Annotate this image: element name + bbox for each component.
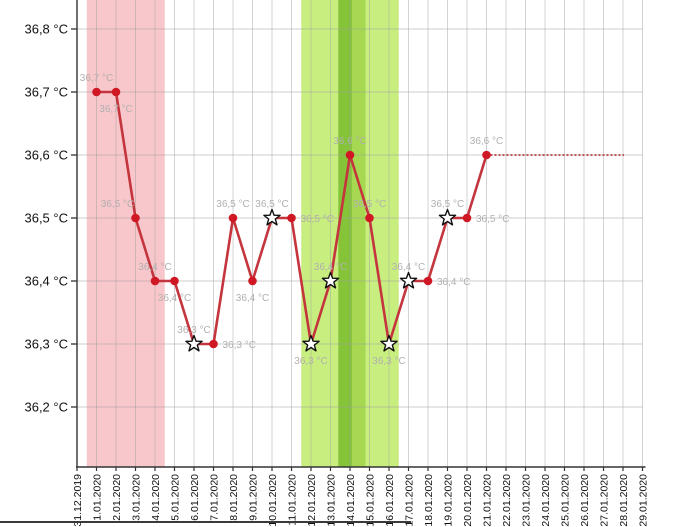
x-axis-label: 22.01.2020 bbox=[501, 474, 513, 527]
data-point-label: 36,5 °C bbox=[301, 214, 334, 225]
data-point-dot[interactable] bbox=[92, 87, 101, 97]
data-point-dot[interactable] bbox=[170, 276, 179, 286]
data-point-dot[interactable] bbox=[209, 339, 218, 349]
data-point-label: 36,5 °C bbox=[101, 199, 134, 210]
data-point-star[interactable] bbox=[380, 334, 398, 352]
x-axis-label: 28.01.2020 bbox=[618, 474, 630, 527]
x-axis-label: 25.01.2020 bbox=[560, 474, 572, 527]
data-point-dot[interactable] bbox=[462, 213, 472, 223]
data-point-label: 36,4 °C bbox=[158, 293, 191, 304]
data-point-dot[interactable] bbox=[482, 150, 491, 160]
data-point-star[interactable] bbox=[185, 334, 203, 352]
data-point-star[interactable] bbox=[321, 271, 340, 289]
x-axis-label: 29.01.2020 bbox=[638, 474, 650, 527]
x-axis-label: 6.01.2020 bbox=[189, 474, 201, 521]
data-point-dot[interactable] bbox=[131, 213, 140, 223]
data-point-label: 36,5 °C bbox=[476, 214, 509, 225]
y-axis-label: 36,4 °C bbox=[24, 274, 68, 289]
x-axis-label: 8.01.2020 bbox=[228, 474, 240, 521]
data-point-label: 36,4 °C bbox=[314, 262, 347, 273]
y-axis-label: 36,7 °C bbox=[24, 85, 68, 100]
data-point-label: 36,4 °C bbox=[392, 262, 425, 273]
data-point-label: 36,6 °C bbox=[470, 136, 503, 147]
x-axis-label: 1.01.2020 bbox=[92, 474, 104, 521]
data-point-label: 36,3 °C bbox=[372, 356, 405, 367]
data-point-dot[interactable] bbox=[423, 276, 433, 286]
y-axis-label: 36,8 °C bbox=[24, 22, 68, 37]
x-axis-label: 23.01.2020 bbox=[521, 474, 533, 527]
data-point-label: 36,6 °C bbox=[333, 136, 366, 147]
data-point-dot[interactable] bbox=[345, 150, 355, 160]
data-point-star[interactable] bbox=[399, 271, 418, 289]
data-point-dot[interactable] bbox=[111, 87, 121, 97]
y-axis-label: 36,6 °C bbox=[24, 148, 68, 163]
data-point-label: 36,4 °C bbox=[437, 277, 470, 288]
band-ovulation-mid bbox=[351, 0, 366, 467]
x-axis-label: 21.01.2020 bbox=[482, 474, 494, 527]
data-point-label: 36,5 °C bbox=[216, 199, 249, 210]
x-axis-label: 19.01.2020 bbox=[443, 474, 455, 527]
data-point-label: 36,4 °C bbox=[236, 293, 269, 304]
x-axis-label: 9.01.2020 bbox=[248, 474, 260, 521]
x-axis-label: 16.01.2020 bbox=[384, 474, 396, 527]
y-axis-label: 36,2 °C bbox=[24, 400, 68, 415]
x-axis-label: 2.01.2020 bbox=[111, 474, 123, 521]
x-axis-label: 10.01.2020 bbox=[267, 474, 279, 527]
data-point-dot[interactable] bbox=[248, 276, 257, 286]
band-menstruation bbox=[86, 0, 165, 467]
x-axis-label: 31.12.2019 bbox=[72, 474, 84, 527]
x-axis-label: 26.01.2020 bbox=[579, 474, 591, 527]
data-point-label: 36,7 °C bbox=[80, 73, 113, 84]
data-point-label: 36,3 °C bbox=[177, 325, 210, 336]
x-axis-label: 15.01.2020 bbox=[365, 474, 377, 527]
x-axis-label: 14.01.2020 bbox=[345, 474, 357, 527]
data-point-label: 36,4 °C bbox=[138, 262, 171, 273]
x-axis-label: 18.01.2020 bbox=[423, 474, 435, 527]
data-point-label: 36,5 °C bbox=[255, 199, 288, 210]
x-axis-label: 17.01.2020 bbox=[404, 474, 416, 527]
x-axis-label: 13.01.2020 bbox=[326, 474, 338, 527]
data-point-label: 36,3 °C bbox=[294, 356, 327, 367]
data-point-label: 36,7 °C bbox=[99, 104, 132, 115]
data-point-label: 36,5 °C bbox=[431, 199, 464, 210]
x-axis-label: 12.01.2020 bbox=[306, 474, 318, 527]
data-point-star[interactable] bbox=[438, 208, 457, 226]
x-axis-label: 27.01.2020 bbox=[599, 474, 611, 527]
data-point-dot[interactable] bbox=[287, 213, 296, 223]
x-axis-label: 5.01.2020 bbox=[170, 474, 182, 521]
x-axis-label: 11.01.2020 bbox=[287, 474, 299, 526]
y-axis-label: 36,5 °C bbox=[24, 211, 68, 226]
data-point-star[interactable] bbox=[263, 208, 281, 226]
x-axis-label: 4.01.2020 bbox=[150, 474, 162, 521]
x-axis-label: 20.01.2020 bbox=[462, 474, 474, 527]
x-axis-label: 24.01.2020 bbox=[540, 474, 552, 527]
panel-bottom-border bbox=[0, 521, 411, 523]
data-point-star[interactable] bbox=[302, 334, 320, 352]
x-axis-label: 7.01.2020 bbox=[209, 474, 221, 521]
data-point-label: 36,3 °C bbox=[223, 340, 256, 351]
data-point-dot[interactable] bbox=[365, 213, 374, 223]
band-ovulation-dark bbox=[338, 0, 352, 467]
data-point-label: 36,5 °C bbox=[353, 199, 386, 210]
data-point-dot[interactable] bbox=[228, 213, 238, 223]
data-point-dot[interactable] bbox=[150, 276, 160, 286]
y-axis-label: 36,3 °C bbox=[24, 337, 68, 352]
x-axis-label: 3.01.2020 bbox=[131, 474, 143, 521]
